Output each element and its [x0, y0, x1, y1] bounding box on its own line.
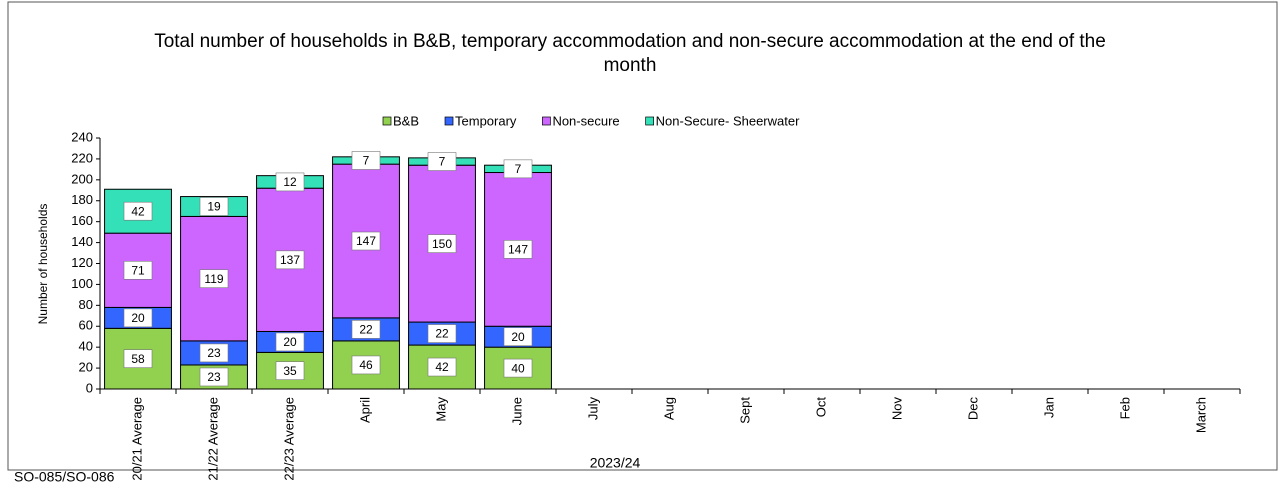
data-label-box — [199, 343, 229, 363]
x-tick-label: April — [357, 397, 372, 423]
data-label: 42 — [435, 360, 449, 374]
data-label: 23 — [207, 370, 221, 384]
chart-title: Total number of households in B&B, tempo… — [154, 31, 1106, 76]
data-label-box — [427, 324, 457, 343]
y-axis-label: Number of households — [36, 204, 50, 325]
data-label-box — [199, 269, 229, 288]
x-tick-label: 21/22 Average — [205, 397, 220, 481]
data-label-box — [275, 250, 305, 270]
legend-swatch — [542, 116, 551, 126]
legend-swatch — [645, 116, 654, 126]
data-label: 46 — [359, 358, 373, 372]
legend-swatch — [444, 116, 454, 126]
x-tick-label: June — [509, 397, 524, 425]
data-label-box — [351, 151, 381, 170]
data-label-box — [351, 231, 381, 251]
y-tick-label: 60 — [79, 318, 93, 333]
data-label-box — [503, 240, 533, 259]
data-label-box — [503, 159, 533, 179]
y-tick-label: 160 — [71, 213, 93, 228]
data-label: 22 — [359, 323, 373, 337]
data-label-box — [275, 332, 305, 352]
data-label: 58 — [131, 352, 145, 366]
data-label-box — [123, 260, 153, 280]
y-tick-label: 200 — [71, 171, 93, 186]
y-tick-label: 20 — [79, 360, 93, 375]
data-label-box — [199, 197, 229, 216]
footnote: SO-085/SO-086 — [14, 469, 115, 485]
data-label: 19 — [207, 200, 221, 214]
data-label-box — [351, 320, 381, 339]
data-label-box — [275, 172, 305, 192]
legend-swatch — [382, 116, 392, 126]
data-label: 20 — [283, 335, 297, 349]
data-label-box — [123, 349, 153, 368]
data-label: 42 — [131, 204, 145, 218]
data-label: 23 — [207, 346, 221, 360]
x-tick-label: Dec — [965, 397, 980, 421]
data-label: 147 — [508, 243, 528, 257]
x-tick-label: Sept — [737, 397, 752, 424]
x-tick-label: 22/23 Average — [281, 397, 296, 481]
title-box: Total number of households in B&B, tempo… — [154, 31, 1106, 76]
data-label-box — [427, 234, 457, 253]
x-tick-label: Aug — [661, 397, 676, 420]
data-label: 20 — [131, 311, 145, 325]
data-label: 150 — [432, 237, 452, 251]
y-tick-label: 80 — [79, 297, 93, 312]
legend-label: B&B — [393, 113, 419, 128]
legend-label: Temporary — [455, 113, 517, 128]
x-tick-label: May — [433, 397, 448, 422]
x-tick-label: Jan — [1041, 397, 1056, 418]
legend-label: Non-secure — [552, 113, 619, 128]
data-label: 40 — [511, 361, 525, 375]
x-tick-label: 20/21 Average — [129, 397, 144, 481]
y-tick-label: 240 — [71, 129, 93, 144]
data-label-box — [427, 152, 457, 171]
data-label: 137 — [280, 253, 300, 267]
data-label: 71 — [131, 263, 145, 277]
x-tick-label: March — [1193, 397, 1208, 433]
data-label-box — [199, 367, 229, 387]
y-tick-label: 100 — [71, 276, 93, 291]
y-tick-label: 40 — [79, 339, 93, 354]
data-label: 7 — [515, 162, 522, 176]
y-tick-label: 0 — [86, 380, 93, 395]
data-label-box — [123, 308, 153, 328]
data-label: 7 — [363, 154, 370, 168]
data-label: 147 — [356, 234, 376, 248]
x-tick-label: Feb — [1117, 397, 1132, 419]
x-tick-label: Nov — [889, 397, 904, 421]
data-label-box — [503, 327, 533, 347]
data-label: 22 — [435, 327, 449, 341]
y-tick-label: 120 — [71, 255, 93, 270]
y-tick-label: 140 — [71, 234, 93, 249]
data-label: 20 — [511, 330, 525, 344]
data-label-box — [503, 358, 533, 378]
data-label: 119 — [204, 272, 223, 286]
data-label: 7 — [439, 155, 446, 169]
data-label: 12 — [283, 175, 297, 189]
y-tick-label: 180 — [71, 192, 93, 207]
data-label-box — [123, 201, 153, 221]
data-label-box — [275, 361, 305, 380]
data-label: 35 — [283, 364, 297, 378]
x-tick-label: July — [585, 397, 600, 421]
data-label-box — [427, 357, 457, 377]
data-label-box — [351, 355, 381, 375]
legend-label: Non-Secure- Sheerwater — [656, 113, 800, 128]
y-tick-label: 220 — [71, 150, 93, 165]
x-axis-label: 2023/24 — [590, 455, 641, 471]
x-tick-label: Oct — [813, 397, 828, 418]
